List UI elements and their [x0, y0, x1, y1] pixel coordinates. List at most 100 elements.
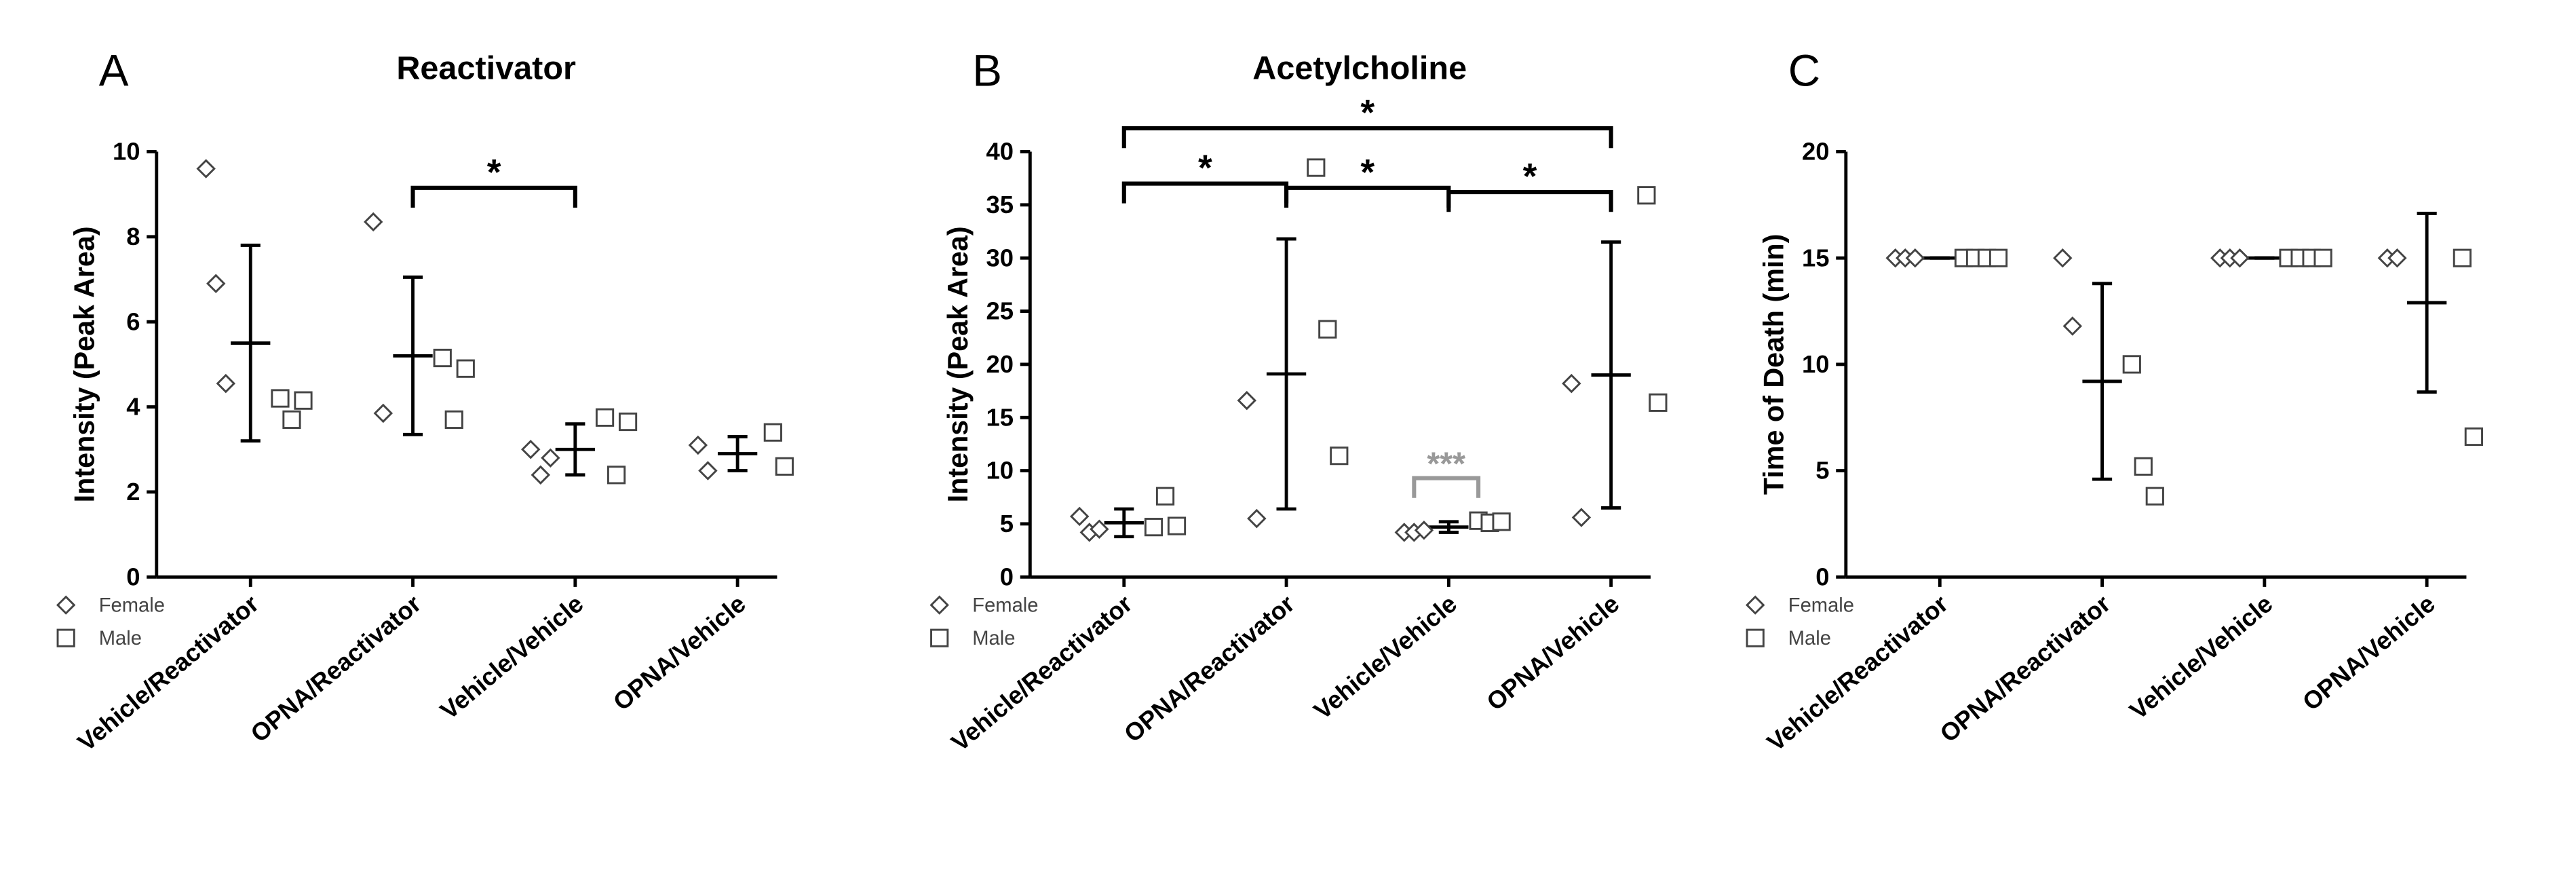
y-tick-label: 10 — [113, 138, 140, 166]
y-tick-label: 35 — [986, 191, 1014, 219]
y-tick-label: 25 — [986, 297, 1014, 325]
legend-label: Male — [99, 628, 142, 649]
legend-label: Female — [99, 594, 165, 616]
x-tick-label: Vehicle/Vehicle — [435, 590, 588, 725]
data-point — [521, 440, 541, 459]
significance-bracket — [1121, 126, 1613, 149]
data-point — [2145, 487, 2164, 506]
data-point — [531, 465, 551, 485]
x-tick-label: Vehicle/Vehicle — [2124, 590, 2277, 725]
data-point — [1330, 447, 1349, 466]
y-tick-label: 0 — [126, 563, 140, 590]
data-point — [1318, 320, 1337, 339]
data-point — [1905, 248, 1925, 268]
legend-label: Female — [1788, 594, 1854, 616]
data-point — [595, 408, 615, 427]
significance-label: * — [1523, 157, 1537, 197]
data-point — [1988, 248, 2008, 267]
panel: A Reactivator Intensity (Peak Area) 0 2 4 6 8 10… — [56, 45, 794, 757]
data-point — [433, 348, 452, 368]
data-point — [206, 273, 226, 294]
data-point — [196, 159, 216, 178]
significance-label: * — [1360, 153, 1374, 193]
y-tick-label: 30 — [986, 244, 1014, 271]
data-point — [294, 391, 313, 410]
y-tick-label: 15 — [1802, 244, 1830, 271]
data-point — [541, 448, 560, 468]
legend-label: Male — [1788, 628, 1831, 649]
data-point — [1247, 508, 1267, 529]
legend-marker — [56, 628, 75, 647]
x-tick-label: OPNA/Vehicle — [2297, 590, 2440, 716]
data-point — [282, 410, 301, 429]
data-point — [688, 435, 708, 455]
data-point — [271, 389, 290, 408]
data-point — [1144, 518, 1164, 537]
legend-marker — [1746, 628, 1765, 647]
data-point — [618, 412, 638, 432]
y-tick-label: 0 — [1815, 563, 1829, 590]
data-point — [456, 359, 475, 378]
data-point — [1562, 373, 1581, 394]
data-point — [2134, 457, 2153, 476]
data-point — [2053, 248, 2073, 268]
data-point — [1414, 521, 1434, 540]
data-point — [2122, 355, 2141, 374]
y-tick-label: 20 — [1802, 138, 1830, 166]
y-tick-label: 8 — [126, 223, 140, 250]
data-point — [2230, 248, 2250, 268]
y-tick-label: 5 — [1000, 510, 1014, 537]
y-tick-label: 5 — [1815, 457, 1829, 485]
y-tick-label: 20 — [986, 350, 1014, 378]
data-point — [1167, 516, 1187, 535]
legend-label: Female — [972, 594, 1038, 616]
data-point — [373, 403, 393, 423]
y-tick-label: 6 — [126, 307, 140, 335]
y-tick-label: 15 — [986, 403, 1014, 431]
legend-label: Male — [972, 628, 1015, 649]
y-tick-label: 40 — [986, 138, 1014, 166]
y-tick-label: 0 — [1000, 563, 1014, 590]
significance-label: *** — [1427, 446, 1465, 483]
data-point — [698, 461, 718, 480]
data-point — [775, 457, 794, 476]
x-tick-label: OPNA/Reactivator — [1935, 590, 2116, 748]
chart-title: Acetylcholine — [1252, 50, 1467, 87]
data-point — [1237, 390, 1256, 411]
data-point — [2062, 316, 2083, 336]
data-point — [2464, 427, 2483, 447]
x-tick-label: OPNA/Vehicle — [1481, 590, 1624, 716]
panel-letter: B — [972, 45, 1002, 95]
panel-letter: A — [99, 45, 129, 95]
legend-marker — [1745, 595, 1765, 615]
data-point — [1090, 519, 1109, 539]
data-point — [1492, 512, 1511, 531]
y-tick-label: 4 — [126, 393, 140, 421]
legend-marker — [56, 595, 76, 615]
data-point — [763, 423, 782, 442]
x-tick-label: Vehicle/Vehicle — [1309, 590, 1462, 725]
panel-letter: C — [1788, 45, 1820, 95]
legend-marker — [929, 595, 949, 615]
legend-marker — [930, 628, 949, 647]
y-tick-label: 2 — [126, 478, 140, 506]
data-point — [364, 212, 383, 232]
data-point — [2313, 248, 2332, 267]
x-tick-label: OPNA/Reactivator — [246, 590, 427, 748]
data-point — [1069, 506, 1090, 527]
chart-title: Reactivator — [396, 50, 576, 87]
data-point — [1649, 393, 1668, 412]
significance-label: * — [1198, 149, 1212, 189]
panel: B Acetylcholine Intensity (Peak Area) 0 5 10 1… — [929, 45, 1668, 757]
data-point — [1637, 186, 1656, 205]
data-point — [1571, 508, 1592, 527]
data-point — [216, 373, 236, 394]
y-axis-label: Time of Death (min) — [1758, 234, 1790, 495]
x-tick-label: OPNA/Vehicle — [608, 590, 751, 716]
significance-label: * — [487, 153, 501, 193]
significance-bracket — [1412, 476, 1481, 498]
y-axis-label: Intensity (Peak Area) — [942, 226, 974, 502]
data-point — [2387, 248, 2407, 268]
